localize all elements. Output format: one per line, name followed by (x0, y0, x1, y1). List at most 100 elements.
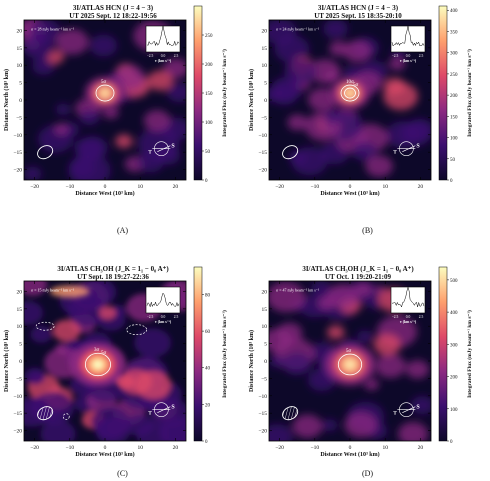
orientation-indicator: ST (148, 402, 175, 417)
emission-peak (101, 89, 109, 97)
panel-title-line2: UT Oct. 1 19:20-21:09 (325, 273, 391, 281)
panel-title-line1: 3I/ATLAS CH₃OH (J_K = 1₁ − 0₀ A⁺) (302, 265, 414, 273)
contour-label: 5σ (353, 83, 359, 88)
noise-blob (405, 118, 431, 141)
y-tick-label: −15 (258, 150, 267, 156)
inset-tick-label: 2.5 (174, 315, 179, 319)
colorbar-tick-label: 150 (205, 92, 213, 97)
x-tick-label: −10 (65, 184, 74, 190)
negative-contour (62, 413, 70, 421)
panel-caption-c: (C) (117, 469, 128, 478)
colorbar (193, 5, 203, 181)
noise-blob (147, 70, 174, 91)
noise-blob (365, 155, 393, 178)
panel-c: 3I/ATLAS CH₃OH (J_K = 1₁ − 0₀ A⁺) UT Sep… (0, 241, 245, 481)
y-tick-label: 20 (262, 28, 268, 34)
y-tick-label: 5 (19, 81, 22, 87)
noise-sigma-label: σ = 24 mJy beam⁻¹ km s⁻¹ (276, 26, 320, 31)
noise-blob (405, 360, 430, 379)
panel-a: 3I/ATLAS HCN (J = 4 − 3) UT 2025 Sept. 1… (0, 0, 245, 240)
x-tick-label: −10 (310, 184, 319, 190)
noise-blob (53, 123, 69, 136)
y-tick-label: 5 (264, 342, 267, 348)
sun-label: S (416, 144, 420, 150)
colorbar-tick-label: 0 (450, 179, 453, 184)
colorbar-tick-label: 150 (450, 115, 458, 120)
noise-layer (24, 20, 186, 180)
noise-blob (344, 411, 378, 438)
inset-tick-label: −2.5 (392, 54, 399, 58)
noise-blob (384, 77, 406, 95)
colorbar-label: Integrated Flux (mJy beam⁻¹ km s⁻¹) (221, 310, 228, 398)
colorbar-label: Integrated Flux (mJy beam⁻¹ km s⁻¹) (466, 310, 473, 398)
inset-spectrum: −2.5 0.0 2.5v (km s⁻¹) (145, 25, 181, 63)
y-tick-label: 15 (17, 46, 23, 52)
noise-blob (287, 114, 308, 131)
y-tick-label: 15 (262, 46, 268, 52)
x-tick-label: −20 (275, 445, 284, 451)
panel-b: 3I/ATLAS HCN (J = 4 − 3) UT 2025 Sept. 1… (245, 0, 490, 240)
noise-blob (143, 110, 171, 132)
y-tick-label: 10 (17, 63, 23, 69)
x-tick-label: −20 (30, 445, 39, 451)
inset-frame (145, 25, 181, 53)
noise-blob (67, 295, 107, 327)
y-tick-label: −20 (13, 429, 22, 435)
noise-blob (284, 58, 317, 84)
beam-ellipse (282, 145, 299, 160)
x-tick-label: 10 (137, 184, 143, 190)
noise-sigma-label: σ = 15 mJy beam⁻¹ km s⁻¹ (31, 287, 75, 292)
colorbar-tick-label: 400 (450, 9, 458, 14)
y-tick-label: 20 (17, 289, 23, 295)
orientation-indicator: ST (393, 402, 420, 417)
noise-blob (364, 378, 380, 391)
y-axis-label: Distance North (10³ km) (3, 330, 10, 392)
emission-peak (346, 89, 354, 97)
tail-label: T (393, 412, 397, 417)
emission-peak (344, 359, 356, 370)
colorbar-tick-label: 350 (450, 30, 458, 35)
x-axis-label: Distance West (10³ km) (75, 190, 134, 197)
noise-blob (150, 397, 186, 429)
y-tick-label: 20 (262, 289, 268, 295)
x-axis-label: Distance West (10³ km) (75, 451, 134, 458)
contour-label: 5σ (346, 349, 352, 354)
colorbar (438, 266, 448, 442)
sun-label: S (416, 405, 420, 411)
x-tick-label: 20 (418, 445, 424, 451)
noise-blob (269, 355, 285, 368)
inset-axis-label: v (km s⁻¹) (400, 59, 417, 63)
y-tick-label: 0 (19, 359, 22, 365)
y-axis-label: Distance North (10³ km) (248, 330, 255, 392)
tail-label: T (393, 151, 397, 156)
noise-sigma-label: σ = 28 mJy beam⁻¹ km s⁻¹ (31, 26, 75, 31)
noise-blob (289, 151, 307, 166)
y-tick-label: −20 (13, 168, 22, 174)
x-tick-label: 20 (173, 184, 179, 190)
inset-tick-label: −2.5 (147, 315, 154, 319)
inset-axis-label: v (km s⁻¹) (400, 320, 417, 324)
y-tick-label: 5 (264, 81, 267, 87)
contour-line (84, 352, 111, 377)
noise-blob (40, 420, 76, 441)
orientation-indicator: ST (148, 141, 175, 156)
orientation-indicator: ST (393, 141, 420, 156)
noise-blob (24, 34, 55, 59)
inset-axis-label: v (km s⁻¹) (155, 320, 172, 324)
noise-blob (28, 371, 44, 383)
inset-frame (390, 25, 426, 53)
colorbar-tick-label: 400 (450, 311, 458, 316)
colorbar-tick-label: 300 (450, 52, 458, 57)
inset-tick-label: −2.5 (147, 54, 154, 58)
noise-blob (115, 134, 133, 149)
noise-blob (323, 20, 348, 39)
x-tick-label: −20 (30, 184, 39, 190)
colorbar-tick-label: 100 (205, 121, 213, 126)
flux-image (24, 20, 186, 180)
noise-blob (166, 82, 186, 103)
colorbar (438, 5, 448, 181)
panel-title-line1: 3I/ATLAS HCN (J = 4 − 3) (72, 4, 154, 12)
noise-blob (269, 424, 293, 441)
beam-ellipse (282, 406, 299, 421)
